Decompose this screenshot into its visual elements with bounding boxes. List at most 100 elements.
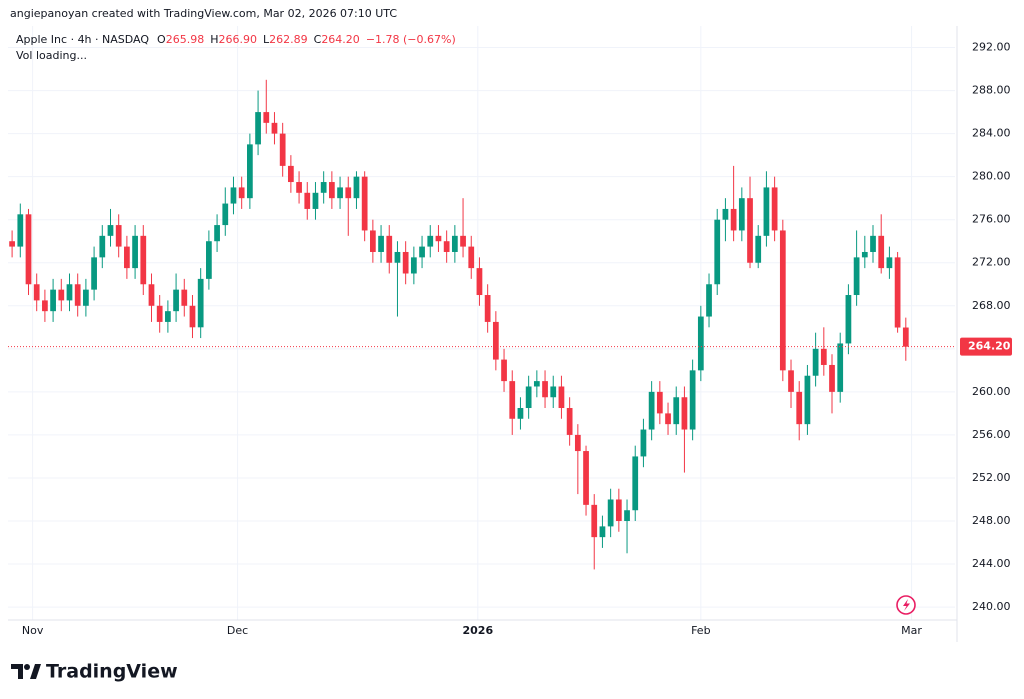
candle-body: [788, 370, 794, 392]
candle-body: [173, 289, 179, 312]
candle-body: [714, 219, 721, 285]
candle-body: [484, 295, 491, 322]
legend-value: 266.90: [218, 33, 257, 46]
volume-label: Vol loading...: [16, 49, 87, 62]
y-tick-label: 252.00: [972, 471, 1011, 484]
candle-body: [58, 289, 65, 301]
y-tick-label: 284.00: [972, 127, 1011, 140]
logo-dot: [24, 664, 30, 670]
candle-body: [738, 198, 745, 231]
candle-body: [337, 187, 343, 199]
legend-key: C: [314, 33, 322, 46]
candle-body: [320, 182, 327, 193]
candle-body: [9, 241, 15, 247]
candle-body: [91, 257, 97, 290]
legend-symbol: Apple Inc · 4h · NASDAQ: [16, 33, 149, 46]
y-tick-label: 276.00: [972, 213, 1011, 226]
candle-body: [443, 241, 450, 252]
candle-body: [517, 408, 524, 419]
candle-body: [238, 187, 245, 199]
candle-body: [402, 251, 409, 274]
legend-change: −1.78 (−0.67%): [366, 33, 456, 46]
legend-value: 264.20: [321, 33, 360, 46]
x-tick-label: Mar: [901, 624, 922, 637]
candle-body: [812, 348, 819, 376]
candle-body: [304, 192, 311, 209]
candle-body: [583, 451, 589, 505]
y-tick-label: 268.00: [972, 299, 1011, 312]
candle-body: [328, 182, 335, 199]
candle-body: [140, 235, 147, 285]
candle-body: [107, 225, 114, 236]
candle-body: [763, 187, 770, 236]
candle-body: [673, 397, 680, 425]
y-tick-label: 244.00: [972, 557, 1011, 570]
candle-body: [410, 257, 417, 274]
candle-body: [361, 176, 368, 231]
candle-body: [820, 348, 827, 365]
candle-body: [230, 187, 237, 204]
candle-body: [730, 208, 737, 231]
candle-body: [574, 434, 581, 452]
candle-body: [829, 364, 835, 392]
candle-body: [255, 112, 261, 145]
candle-body: [33, 284, 40, 301]
candle-body: [263, 112, 270, 123]
x-tick-label: Dec: [227, 624, 248, 637]
candle-body: [345, 187, 352, 199]
candle-body: [796, 391, 803, 425]
x-tick-label: 2026: [462, 624, 493, 637]
candle-body: [706, 284, 712, 317]
legend-value: 265.98: [166, 33, 205, 46]
brand-logo: TradingView: [11, 661, 178, 683]
candle-body: [214, 225, 220, 242]
logo-mark: [30, 664, 41, 679]
candle-body: [845, 295, 852, 344]
alert-bolt[interactable]: [903, 599, 910, 611]
candle-body: [247, 144, 253, 199]
candle-body: [66, 284, 73, 301]
y-tick-label: 272.00: [972, 256, 1011, 269]
alert-icon[interactable]: [896, 595, 916, 615]
candle-body: [74, 284, 81, 306]
candle-body: [25, 214, 32, 285]
candle-body: [550, 386, 557, 398]
candle-body: [624, 510, 630, 521]
candle-body: [697, 316, 704, 371]
last-price-label: 264.20: [968, 340, 1011, 353]
candle-body: [189, 305, 196, 328]
candle-body: [312, 192, 319, 209]
candle-body: [870, 235, 876, 252]
logo-mark: [11, 664, 23, 679]
y-tick-label: 256.00: [972, 428, 1011, 441]
legend-value: 262.89: [269, 33, 308, 46]
candle-body: [648, 391, 655, 430]
last-price-box: [960, 337, 1012, 356]
candle-body: [386, 235, 393, 263]
brand: TradingView: [46, 661, 178, 683]
candle-body: [591, 504, 598, 538]
y-tick-label: 260.00: [972, 385, 1011, 398]
candle-body: [17, 214, 24, 247]
candle-body: [878, 235, 885, 269]
candle-body: [747, 198, 753, 263]
candle-body: [886, 257, 893, 269]
candle-body: [132, 235, 138, 269]
candle-body: [755, 235, 762, 263]
candle-body: [222, 203, 229, 226]
candle-body: [460, 235, 466, 247]
candle-body: [607, 499, 614, 527]
candle-body: [476, 268, 483, 296]
candle-body: [501, 359, 507, 382]
candle-body: [296, 182, 302, 193]
candle-body: [378, 235, 384, 252]
candle-body: [148, 284, 155, 306]
candle-body: [83, 289, 89, 306]
candle-body: [894, 257, 901, 328]
x-tick-label: Nov: [22, 624, 44, 637]
candle-body: [533, 381, 540, 387]
candle-body: [542, 381, 548, 398]
legend-key: L: [263, 33, 270, 46]
